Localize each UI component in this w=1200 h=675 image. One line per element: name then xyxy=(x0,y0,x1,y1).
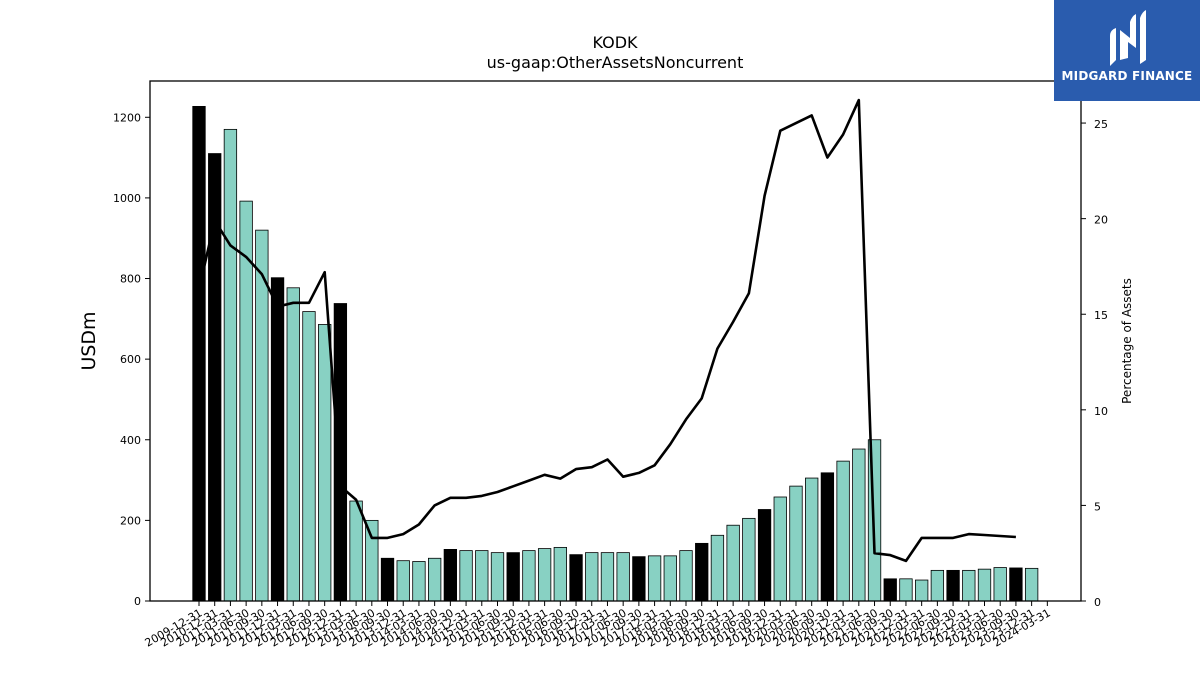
bar xyxy=(412,561,426,602)
y-tick-label: 600 xyxy=(120,353,141,366)
bar xyxy=(1009,567,1023,602)
bar xyxy=(333,303,348,602)
midgard-logo-icon xyxy=(1110,10,1146,66)
bar xyxy=(852,448,866,602)
y-tick-label: 1200 xyxy=(113,111,141,124)
bar xyxy=(459,550,473,602)
bar xyxy=(962,569,976,602)
bar xyxy=(836,460,850,602)
y2-tick-label: 5 xyxy=(1094,500,1101,513)
y-axis-right: 0 5 10 15 20 25 xyxy=(1081,118,1108,609)
bar xyxy=(192,105,206,602)
brand-logo: MIDGARD FINANCE xyxy=(1054,0,1200,101)
bar xyxy=(569,554,583,602)
bar xyxy=(977,568,992,602)
x-axis: 2009-12-312010-12-312011-03-312011-06-30… xyxy=(143,601,1053,650)
y2-tick-label: 20 xyxy=(1094,214,1108,227)
plot-frame xyxy=(149,80,1082,602)
brand-name: MIDGARD FINANCE xyxy=(1061,69,1193,83)
bar xyxy=(742,517,756,602)
y2-tick-label: 25 xyxy=(1094,118,1108,131)
bar xyxy=(710,534,725,602)
bar xyxy=(899,578,913,602)
bar xyxy=(773,496,787,602)
bar xyxy=(647,555,662,602)
bar xyxy=(805,477,819,602)
bar xyxy=(537,548,552,602)
bar xyxy=(490,552,505,602)
y-axis-left: 0 200 400 600 800 1000 1200 xyxy=(113,111,150,608)
y-axis-label: USDm xyxy=(78,311,100,370)
bar xyxy=(270,277,285,602)
bar xyxy=(318,324,332,602)
y-tick-label: 1000 xyxy=(113,192,141,205)
bar xyxy=(930,569,945,602)
chart-subtitle: us-gaap:OtherAssetsNoncurrent xyxy=(487,53,744,72)
y-tick-label: 200 xyxy=(120,514,141,527)
bar xyxy=(679,550,693,602)
bar xyxy=(396,560,410,602)
bar xyxy=(915,579,929,602)
y2-tick-label: 15 xyxy=(1094,309,1108,322)
percentage-line xyxy=(197,98,1016,563)
y-tick-label: 400 xyxy=(120,434,141,447)
bar xyxy=(946,569,960,602)
bar xyxy=(553,546,567,602)
bar xyxy=(789,485,803,602)
bar xyxy=(993,567,1007,602)
bar xyxy=(663,555,677,602)
bar xyxy=(585,552,599,602)
bar xyxy=(757,509,772,602)
bar xyxy=(443,549,458,602)
y-tick-label: 800 xyxy=(120,273,141,286)
bar xyxy=(522,550,536,602)
bar xyxy=(616,552,630,602)
y2-tick-label: 10 xyxy=(1094,405,1108,418)
chart-title: KODK xyxy=(592,33,638,52)
bar xyxy=(427,557,442,602)
bar xyxy=(380,557,395,602)
bar xyxy=(632,556,646,602)
bar xyxy=(223,128,238,602)
bar xyxy=(695,542,709,602)
y2-axis-label: Percentage of Assets xyxy=(1120,278,1134,404)
bar xyxy=(1024,567,1039,602)
y-tick-label: 0 xyxy=(134,595,141,608)
bar xyxy=(286,287,300,602)
bar xyxy=(506,552,520,602)
bar-series xyxy=(192,105,1039,602)
percentage-line-series xyxy=(197,98,1016,563)
bar xyxy=(726,524,740,602)
bar xyxy=(883,578,897,602)
bar xyxy=(600,552,615,602)
bar xyxy=(302,311,316,602)
y2-tick-label: 0 xyxy=(1094,596,1101,609)
bar xyxy=(365,519,379,602)
bar xyxy=(349,500,363,602)
bar xyxy=(475,550,489,602)
bar xyxy=(820,472,835,602)
